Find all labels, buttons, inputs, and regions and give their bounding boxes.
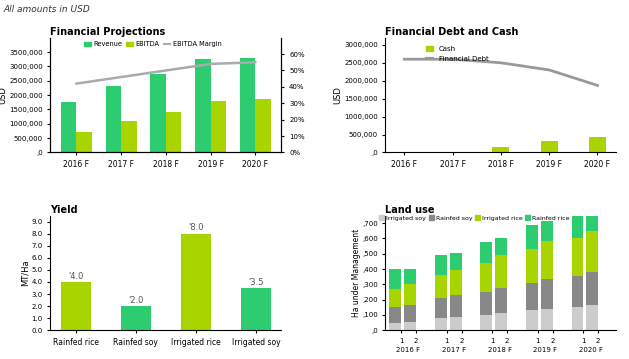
Text: Land use: Land use: [386, 205, 435, 215]
Bar: [496, 313, 507, 330]
Text: 2020 F: 2020 F: [579, 347, 603, 353]
Text: All amounts in USD: All amounts in USD: [3, 5, 90, 14]
Bar: [166, 112, 182, 153]
Bar: [526, 249, 538, 283]
Bar: [572, 238, 583, 276]
Text: 2016 F: 2016 F: [396, 347, 421, 353]
Bar: [496, 288, 507, 313]
Bar: [496, 255, 507, 288]
Bar: [106, 87, 121, 153]
Bar: [389, 289, 401, 307]
Y-axis label: Ha under Management: Ha under Management: [352, 229, 360, 317]
Bar: [586, 231, 598, 272]
Bar: [481, 292, 492, 315]
Bar: [526, 311, 538, 330]
Bar: [404, 322, 416, 330]
Bar: [435, 298, 447, 318]
Bar: [404, 269, 416, 284]
Text: Financial Debt and Cash: Financial Debt and Cash: [386, 27, 519, 37]
Bar: [589, 137, 606, 153]
Text: 2017 F: 2017 F: [442, 347, 466, 353]
Bar: [77, 132, 92, 153]
Bar: [181, 234, 211, 330]
Bar: [541, 309, 553, 330]
Bar: [481, 242, 492, 263]
Bar: [435, 275, 447, 298]
Bar: [541, 221, 553, 241]
Text: 2018 F: 2018 F: [487, 347, 511, 353]
Bar: [541, 279, 553, 309]
Bar: [450, 295, 462, 317]
Bar: [481, 263, 492, 292]
Bar: [121, 121, 136, 153]
Bar: [150, 74, 166, 153]
Y-axis label: MT/Ha: MT/Ha: [21, 260, 30, 286]
Bar: [572, 307, 583, 330]
Bar: [211, 101, 226, 153]
Text: '2.0: '2.0: [128, 296, 143, 305]
Bar: [541, 241, 553, 279]
Bar: [255, 99, 271, 153]
Bar: [404, 305, 416, 322]
Text: '4.0: '4.0: [68, 271, 84, 280]
Bar: [526, 225, 538, 249]
Bar: [396, 152, 413, 153]
Bar: [572, 213, 583, 238]
Text: '3.5: '3.5: [248, 278, 264, 286]
Bar: [493, 147, 509, 153]
Bar: [526, 283, 538, 311]
Bar: [586, 209, 598, 231]
Bar: [241, 288, 271, 330]
Bar: [435, 255, 447, 275]
Legend: Revenue, EBITDA, EBITDA Margin: Revenue, EBITDA, EBITDA Margin: [81, 39, 225, 50]
Bar: [496, 238, 507, 255]
Text: 2019 F: 2019 F: [533, 347, 557, 353]
Bar: [572, 276, 583, 307]
Text: '8.0: '8.0: [188, 223, 204, 232]
Bar: [389, 323, 401, 330]
Bar: [444, 151, 461, 153]
Bar: [450, 270, 462, 295]
Bar: [586, 272, 598, 305]
Legend: Cash, Financial Debt: Cash, Financial Debt: [423, 43, 491, 65]
Bar: [481, 315, 492, 330]
Bar: [61, 282, 91, 330]
Text: Yield: Yield: [50, 205, 78, 215]
Bar: [61, 102, 77, 153]
Legend: Irrigated soy, Rainfed soy, Irrigated rice, Rainfed rice: Irrigated soy, Rainfed soy, Irrigated ri…: [377, 213, 572, 223]
Y-axis label: USD: USD: [0, 86, 8, 104]
Y-axis label: USD: USD: [333, 86, 343, 104]
Bar: [121, 306, 151, 330]
Bar: [404, 284, 416, 305]
Text: Executive Summary: Executive Summary: [5, 15, 136, 28]
Bar: [450, 253, 462, 270]
Bar: [240, 58, 255, 153]
Bar: [586, 305, 598, 330]
Bar: [195, 59, 211, 153]
Bar: [541, 141, 558, 153]
Bar: [389, 269, 401, 289]
Bar: [450, 317, 462, 330]
Bar: [389, 307, 401, 323]
Bar: [435, 318, 447, 330]
Text: Financial Projections: Financial Projections: [50, 27, 165, 37]
